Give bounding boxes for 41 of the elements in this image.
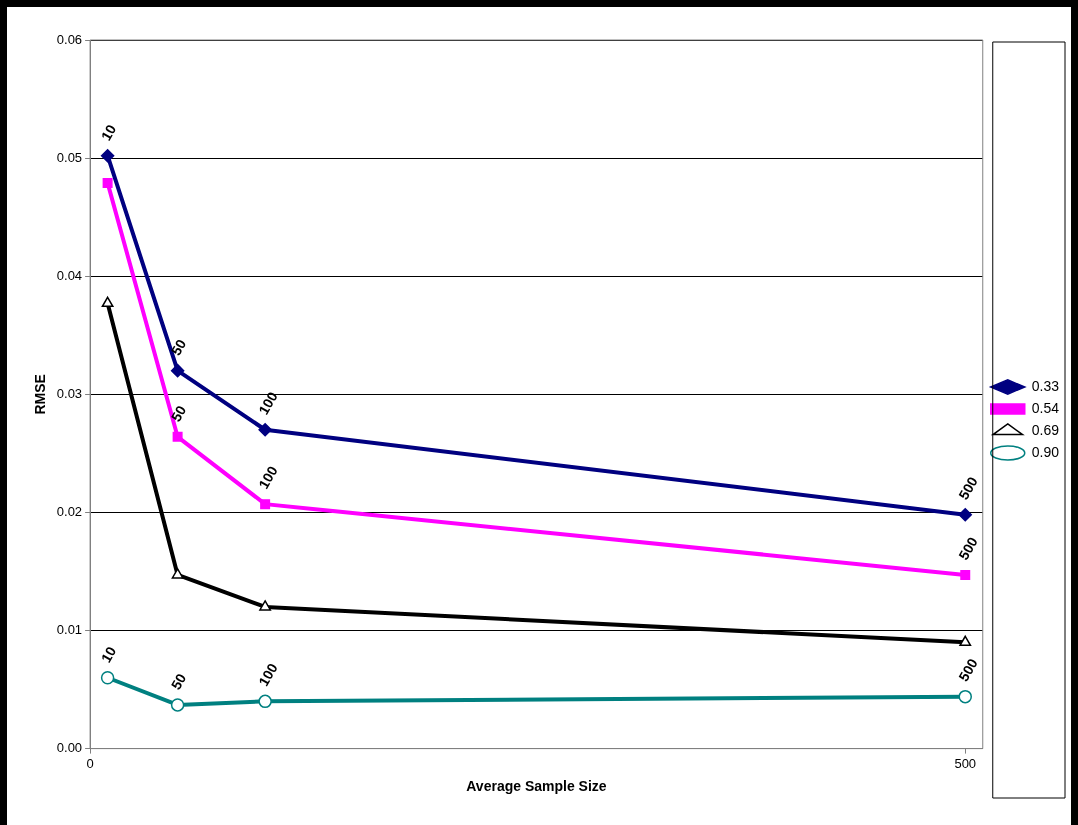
point (170, 363, 185, 378)
annotation: 100 (255, 463, 281, 492)
annotation: 100 (255, 388, 281, 418)
annotation: 50 (167, 402, 190, 425)
x-tick-label: 0 (86, 755, 94, 771)
point (102, 177, 113, 188)
annotation: 500 (955, 473, 981, 503)
annotation: 10 (97, 643, 120, 666)
y-tick-label: 0.03 (56, 385, 83, 401)
point (172, 431, 183, 442)
annotation: 50 (167, 336, 190, 359)
point (100, 148, 115, 163)
point (959, 635, 972, 647)
point (260, 499, 271, 510)
point (258, 422, 272, 437)
y-tick-label: 0.05 (56, 149, 83, 165)
legend-label: 0.33 (1031, 377, 1060, 394)
point (258, 694, 272, 709)
annotation: 10 (97, 121, 120, 144)
y-tick-label: 0.01 (56, 622, 83, 638)
annotation: 500 (955, 534, 981, 563)
point (101, 296, 114, 308)
legend-label: 0.69 (1031, 421, 1060, 438)
point (958, 508, 972, 522)
legend-label: 0.90 (1031, 443, 1060, 460)
annotation: 50 (167, 670, 190, 693)
point (100, 670, 115, 685)
y-tick-label: 0.00 (56, 740, 83, 756)
legend-label: 0.54 (1031, 399, 1060, 416)
point (958, 689, 972, 704)
y-tick-label: 0.04 (56, 267, 83, 283)
x-axis-title: Average Sample Size (466, 778, 607, 795)
y-axis-title: RMSE (32, 374, 49, 415)
annotation: 500 (955, 655, 981, 685)
point (259, 600, 272, 611)
y-tick-label: 0.06 (56, 31, 83, 47)
point (170, 698, 185, 712)
y-tick-label: 0.02 (56, 503, 83, 519)
annotation: 100 (255, 660, 281, 689)
point (171, 568, 184, 579)
point (960, 570, 971, 580)
